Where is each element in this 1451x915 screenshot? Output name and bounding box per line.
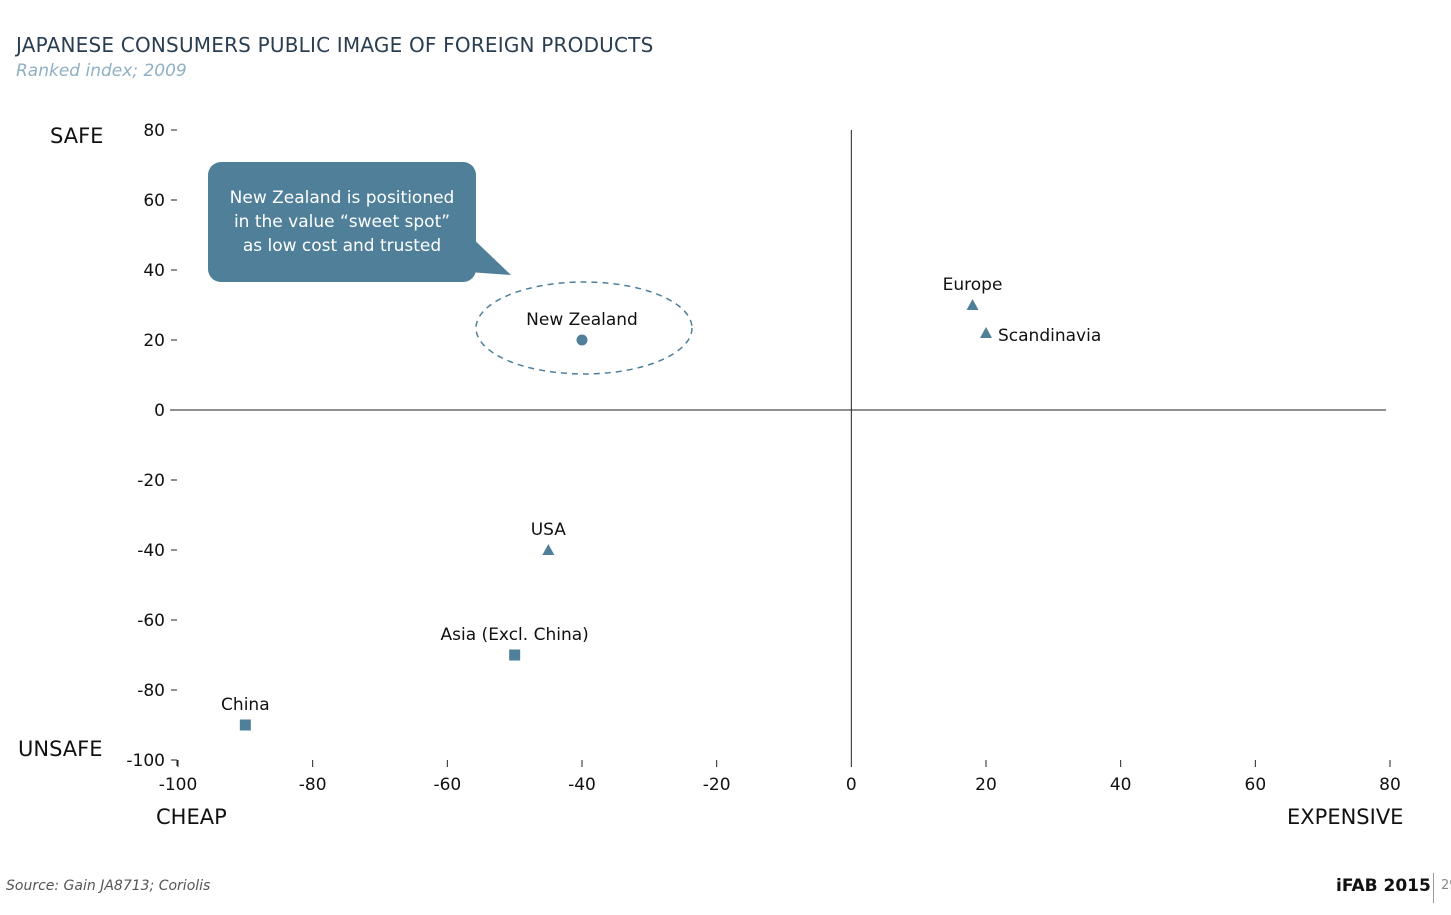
annotation-line-3: as low cost and trusted <box>242 236 442 256</box>
point-marker-square <box>509 649 521 661</box>
point-label: Scandinavia <box>998 326 1101 346</box>
y-tick-label: -60 <box>137 611 165 631</box>
x-tick-label: -60 <box>433 775 461 795</box>
annotation-line-2: in the value “sweet spot” <box>233 212 451 232</box>
chart-title: JAPANESE CONSUMERS PUBLIC IMAGE OF FOREI… <box>16 33 654 57</box>
y-tick-label: 80 <box>143 121 165 141</box>
y-tick-label: -100 <box>126 751 165 771</box>
y-tick-label: 20 <box>143 331 165 351</box>
x-tick-label: 60 <box>1245 775 1267 795</box>
point-marker-triangle <box>966 299 979 310</box>
point-label: Europe <box>943 275 1003 295</box>
x-tick-label: 20 <box>975 775 997 795</box>
point-marker-triangle <box>542 544 555 555</box>
x-tick-label: 80 <box>1379 775 1401 795</box>
y-axis-low-label: UNSAFE <box>18 737 103 761</box>
y-tick-label: 0 <box>154 401 165 421</box>
footer-source: Source: Gain JA8713; Coriolis <box>6 878 211 894</box>
highlight-layer <box>475 281 693 375</box>
x-tick-label: 40 <box>1110 775 1132 795</box>
x-tick-label: 0 <box>846 775 857 795</box>
point-label: New Zealand <box>526 310 638 330</box>
y-tick-label: 40 <box>143 261 165 281</box>
y-axis-high-label: SAFE <box>50 124 104 148</box>
y-tick-label: -80 <box>137 681 165 701</box>
y-tick-label: 60 <box>143 191 165 211</box>
chart-ticks: 80 60 40 20 0 -20 -40 -60 -80 -100 -100 -80 -60 -40 -2… <box>126 121 1400 795</box>
point-label: Asia (Excl. China) <box>441 625 589 645</box>
chart-axes <box>170 130 1386 760</box>
x-tick-label: -40 <box>568 775 596 795</box>
x-tick-label: -100 <box>159 775 198 795</box>
point-marker-triangle <box>980 327 992 338</box>
y-tick-label: -40 <box>137 541 165 561</box>
footer-divider <box>1433 873 1434 903</box>
point-marker-square <box>239 719 251 731</box>
point-marker-circle <box>576 334 588 346</box>
annotation-callout: New Zealand is positioned in the value “… <box>208 162 476 282</box>
highlight-ellipse <box>475 281 693 375</box>
point-label: China <box>221 695 270 715</box>
footer-brand: iFAB 2015 <box>1336 876 1431 896</box>
x-tick-label: -20 <box>703 775 731 795</box>
chart-subtitle: Ranked index; 2009 <box>16 61 187 81</box>
x-axis-high-label: EXPENSIVE <box>1287 805 1404 829</box>
data-points: New Zealand Europe Scandinavia USA Asia (Exc… <box>221 275 1101 731</box>
page-number: 29 <box>1441 878 1451 893</box>
y-tick-label: -20 <box>137 471 165 491</box>
point-label: USA <box>531 520 567 540</box>
x-axis-low-label: CHEAP <box>156 805 227 829</box>
x-tick-label: -80 <box>299 775 327 795</box>
annotation-line-1: New Zealand is positioned <box>229 188 455 208</box>
